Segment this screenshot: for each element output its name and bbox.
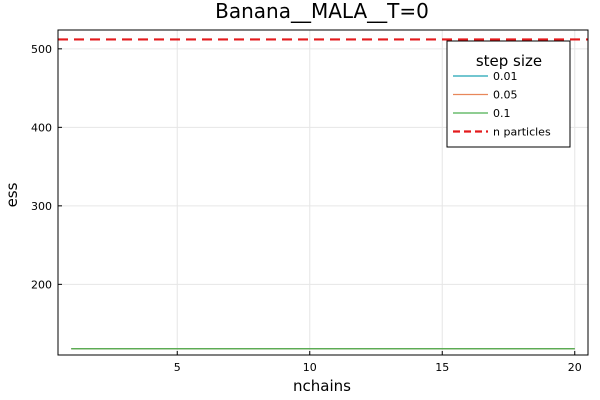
chart-title: Banana__MALA__T=0 xyxy=(215,0,429,23)
y-tick-label: 400 xyxy=(31,121,52,134)
y-axis-label: ess xyxy=(3,182,21,207)
legend-label: 0.05 xyxy=(493,89,518,102)
y-tick-label: 500 xyxy=(31,43,52,56)
legend: step size 0.01 0.05 0.1 n particles xyxy=(446,40,571,148)
grid-layer xyxy=(58,30,588,355)
x-tick-label: 10 xyxy=(303,361,317,374)
x-tick-label: 15 xyxy=(435,361,449,374)
legend-label: 0.01 xyxy=(493,70,518,83)
legend-label: n particles xyxy=(493,126,551,139)
legend-title: step size xyxy=(476,52,542,70)
series-layer xyxy=(58,38,588,350)
legend-entries: 0.01 0.05 0.1 n particles xyxy=(453,70,551,139)
x-axis-label: nchains xyxy=(293,377,351,395)
x-tick-label: 20 xyxy=(568,361,582,374)
y-tick-label: 300 xyxy=(31,200,52,213)
x-tick-label: 5 xyxy=(174,361,181,374)
legend-box xyxy=(446,40,571,148)
tick-layer: 5 10 15 20 200 300 400 500 xyxy=(31,30,588,374)
y-tick-label: 200 xyxy=(31,278,52,291)
legend-label: 0.1 xyxy=(493,107,511,120)
